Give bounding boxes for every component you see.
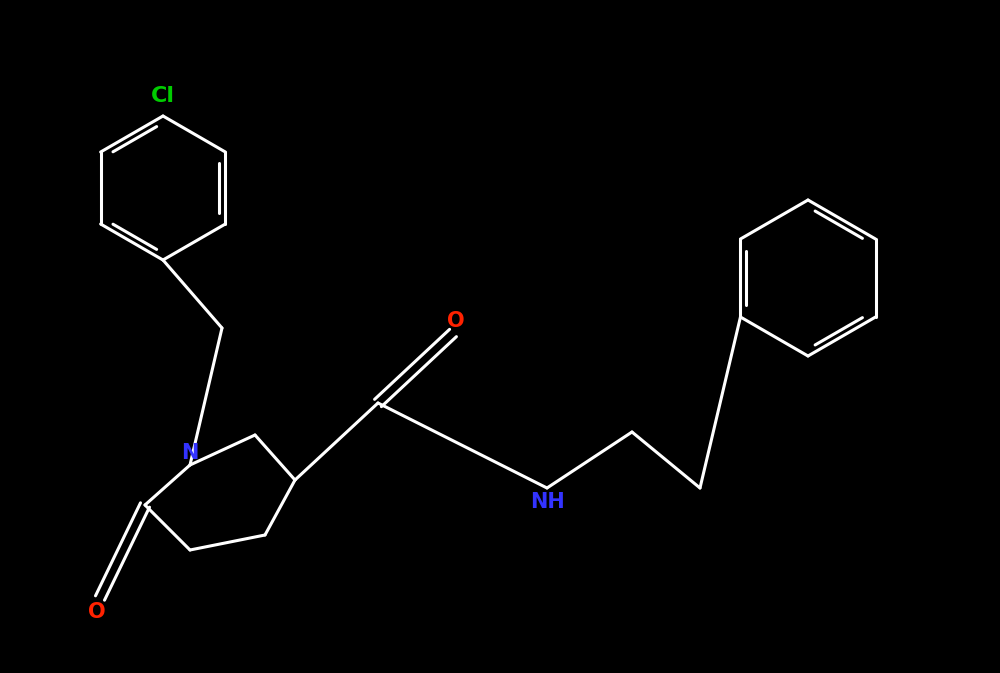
Text: NH: NH (530, 492, 564, 512)
Text: Cl: Cl (151, 86, 175, 106)
Text: O: O (88, 602, 106, 622)
Text: O: O (447, 311, 465, 331)
Text: N: N (181, 443, 199, 463)
